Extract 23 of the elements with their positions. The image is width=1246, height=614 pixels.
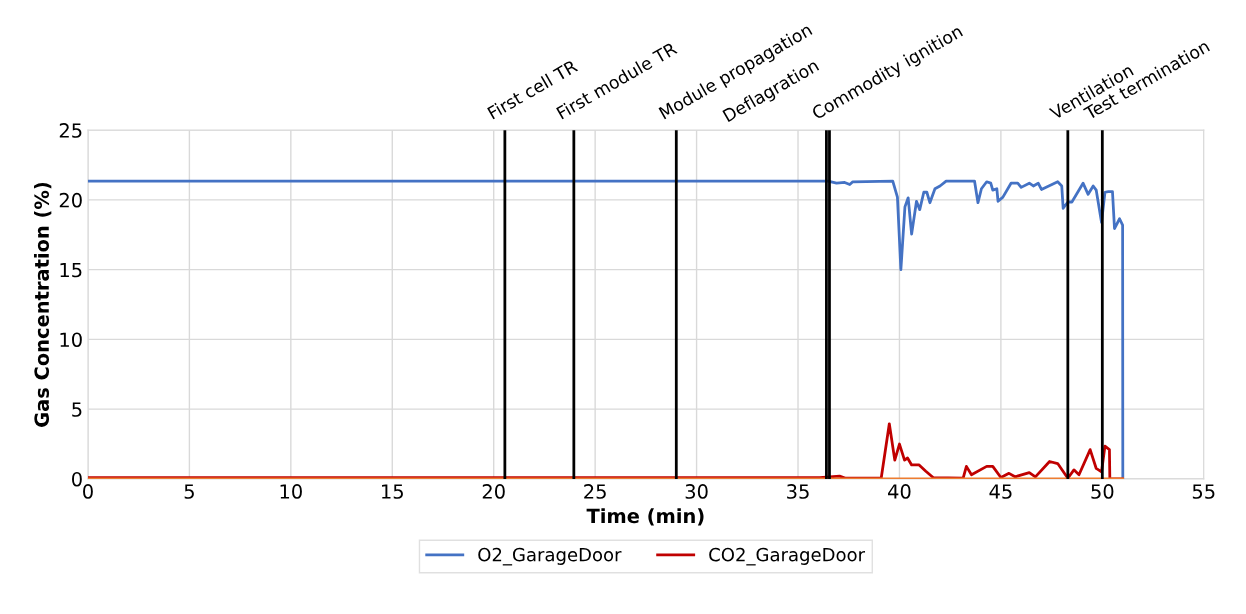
x-tick-label: 0 (83, 484, 93, 499)
y-axis-title: Gas Concentration (%) (33, 182, 52, 427)
x-tick-label: 40 (888, 484, 911, 499)
x-tick-label: 30 (685, 484, 708, 499)
y-tick-label: 0 (72, 471, 82, 487)
x-tick-label: 5 (184, 484, 194, 499)
x-tick-label: 10 (280, 484, 302, 499)
x-tick-label: 45 (989, 484, 1012, 499)
x-tick-label: 55 (1192, 484, 1215, 499)
y-tick-label: 5 (72, 402, 82, 417)
line-series (87, 179, 1125, 479)
x-axis-title: Time (min) (586, 508, 704, 526)
x-tick-label: 50 (1091, 484, 1114, 499)
x-tick-label: 35 (787, 484, 809, 499)
y-tick-label: 15 (60, 262, 82, 278)
x-tick-label: 20 (482, 484, 505, 499)
legend-label: O2_GarageDoor (478, 547, 622, 566)
y-tick-label: 10 (60, 332, 82, 348)
x-tick-label: 15 (382, 484, 403, 499)
legend-label: CO2_GarageDoor (709, 547, 866, 566)
x-tick-label: 25 (584, 484, 606, 499)
y-tick-label: 20 (59, 192, 82, 208)
y-tick-label: 25 (59, 123, 82, 138)
